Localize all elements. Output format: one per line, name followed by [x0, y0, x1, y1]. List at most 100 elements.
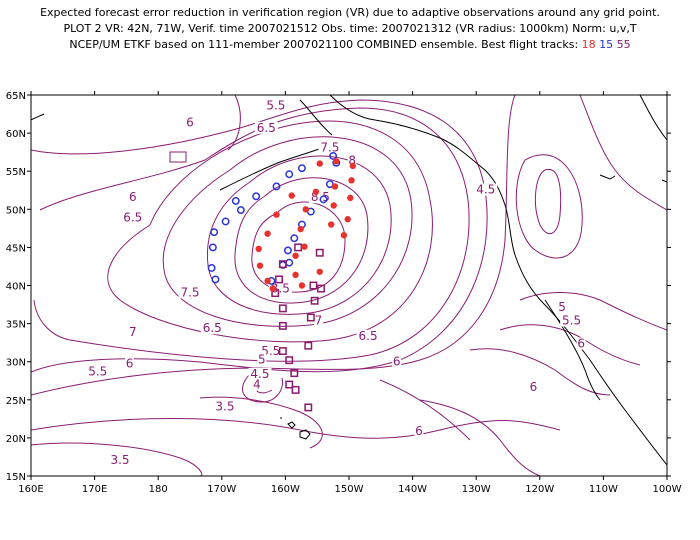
lat-tick-label: 15N: [6, 472, 26, 483]
track-55-marker: [309, 281, 318, 290]
contour-label-bg: [528, 380, 538, 393]
track-18-marker: [316, 268, 323, 275]
lon-tick-label: 170E: [82, 484, 107, 495]
contour-label-bg: [318, 141, 342, 154]
track-18-marker: [302, 206, 309, 213]
track-18-marker: [269, 285, 276, 292]
contour-label: 6: [415, 424, 423, 438]
contour-label: 6: [186, 115, 194, 129]
track-15-marker: [210, 228, 219, 237]
contour-label: 7: [129, 325, 137, 339]
contour-cell-2: [227, 95, 241, 151]
contour-5: [31, 95, 516, 396]
track-15-marker: [272, 182, 281, 191]
contour-label-bg: [86, 365, 110, 378]
contour-label: 6: [530, 380, 538, 394]
contour-east-c: [499, 324, 641, 366]
title-line-3: NCEP/UM ETKF based on 111-member 2007021…: [0, 38, 700, 51]
track-18-marker: [312, 188, 320, 195]
coast-east-ne: [639, 95, 667, 141]
contour-label: 5: [258, 352, 266, 366]
lon-tick-label: 100W: [653, 484, 682, 495]
lat-tick-label: 50N: [6, 205, 26, 216]
contour-label-bg: [392, 355, 402, 368]
track-18-legend: 18: [581, 38, 596, 51]
track-55-marker: [278, 321, 287, 330]
track-18-marker: [273, 211, 280, 218]
contour-label-bg: [347, 154, 357, 167]
contour-label: 4.5: [250, 367, 269, 381]
track-55-marker: [317, 284, 325, 293]
contour-label-bg: [125, 357, 135, 370]
lon-tick-label: 170W: [207, 484, 236, 495]
track-55-marker: [278, 347, 287, 355]
contour-east-d: [469, 348, 611, 396]
contour-label-bg: [576, 337, 586, 350]
contour-label-bg: [248, 367, 272, 380]
contour-label-bg: [560, 314, 584, 327]
contour-east-a: [579, 95, 667, 211]
lat-tick-label: 55N: [6, 167, 26, 178]
contour-label-bg: [254, 121, 278, 134]
contour-cell-1: [169, 151, 187, 163]
track-55-marker: [315, 248, 324, 257]
contour-east-b: [519, 292, 667, 331]
coast-kamchatka: [31, 113, 45, 121]
lon-tick-label: 160E: [18, 484, 43, 495]
contour-label: 8: [348, 154, 356, 168]
lon-tick-label: 160W: [271, 484, 300, 495]
track-18-marker: [349, 162, 357, 170]
contour-label-bg: [356, 329, 380, 342]
track-15-marker: [329, 152, 338, 160]
contour-label-bg: [128, 326, 138, 339]
track-55-marker: [290, 369, 299, 378]
track-18-marker: [264, 277, 271, 285]
track-18-marker: [264, 230, 271, 237]
coast-baja: [544, 299, 601, 401]
contour-label: 7: [315, 314, 323, 328]
lat-tick-label: 65N: [6, 91, 26, 102]
lon-tick-label: 110W: [589, 484, 618, 495]
contour-east-5: [515, 154, 583, 259]
title-line-1: Expected forecast error reduction in ver…: [40, 6, 660, 19]
track-18-marker: [333, 158, 340, 165]
track-15-marker: [252, 192, 261, 201]
contour-labels: 5.56 6.57.588.54.566.57.5 8.577 6.56.56 65.5…: [86, 99, 586, 467]
contour-8: [234, 177, 369, 304]
coast-hawaii-1: [287, 421, 296, 429]
lon-tick-label: 130W: [462, 484, 491, 495]
track-55-marker: [278, 304, 287, 313]
contour-label-bg: [128, 191, 138, 204]
track-55-marker: [278, 260, 287, 269]
track-15-marker: [211, 275, 220, 284]
lat-tick-label: 25N: [6, 396, 26, 407]
track-55-marker: [291, 385, 300, 394]
lat-tick-label: 40N: [6, 282, 26, 293]
track-55-marker: [285, 380, 294, 389]
track-18-marker: [301, 243, 308, 250]
track-55-marker: [304, 403, 313, 412]
contour-label-bg: [252, 378, 262, 391]
contour-label: 5.5: [562, 314, 581, 328]
coast-hawaii-2: [299, 429, 311, 440]
contour-label-bg: [200, 322, 224, 335]
title-line-3-prefix: NCEP/UM ETKF based on 111-member 2007021…: [69, 38, 579, 51]
contour-label-bg: [213, 400, 237, 413]
contour-label: 6.5: [203, 321, 222, 335]
contour-label-bg: [121, 211, 145, 224]
coast-island-a: [599, 174, 616, 180]
track-55-marker: [304, 341, 313, 350]
lon-tick-label: 120W: [525, 484, 554, 495]
contour-south-6: [31, 417, 561, 439]
track-15-marker: [208, 243, 217, 252]
contour-label: 4: [253, 378, 261, 392]
track-18-marker: [298, 282, 306, 289]
track-18-marker: [288, 192, 295, 199]
track-18-marker: [297, 225, 304, 233]
contour-label-bg: [268, 282, 292, 295]
contour-3-5-a: [199, 396, 323, 449]
track-18-marker: [344, 216, 351, 223]
contour-label: 6: [393, 355, 401, 369]
track-55-marker: [285, 356, 294, 365]
